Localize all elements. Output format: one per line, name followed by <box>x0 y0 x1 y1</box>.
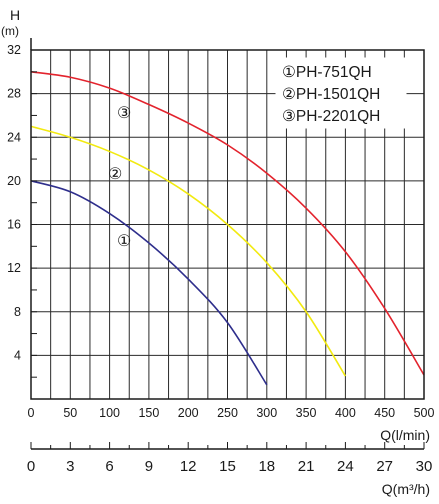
x-tick-label: 200 <box>178 406 199 420</box>
curve-layer <box>30 71 425 386</box>
x-tick-label: 0 <box>28 406 35 420</box>
legend-item-2: ②PH-1501QH <box>282 86 380 103</box>
legend-item-3: ③PH-2201QH <box>282 108 380 125</box>
x-tick-label: 250 <box>217 406 238 420</box>
x-tick-label: 350 <box>296 406 317 420</box>
y-tick-label: 4 <box>14 348 21 362</box>
x-tick-label: 300 <box>256 406 277 420</box>
y-tick-label: 16 <box>7 218 21 232</box>
x-tick-label: 400 <box>335 406 356 420</box>
series-line-3 <box>30 71 425 376</box>
curve-marker-1: ① <box>117 233 131 250</box>
x2-tick-label: 6 <box>105 458 113 475</box>
x2-tick-label: 18 <box>258 458 275 475</box>
legend-item-1: ①PH-751QH <box>282 64 372 81</box>
y-tick-label: 28 <box>7 87 21 101</box>
y-tick-label: 24 <box>7 130 21 144</box>
y-tick-label: 20 <box>7 174 21 188</box>
y-tick-label: 12 <box>7 261 21 275</box>
y-axis-label: H <box>10 7 20 23</box>
y-axis-unit: (m) <box>1 24 19 38</box>
x-tick-label: 50 <box>63 406 77 420</box>
x-tick-label: 500 <box>414 406 435 420</box>
legend: ①PH-751QH ②PH-1501QH ③PH-2201QH <box>275 57 407 129</box>
x2-tick-label: 12 <box>180 458 197 475</box>
x2-tick-label: 30 <box>416 458 433 475</box>
x2-tick-label: 3 <box>66 458 74 475</box>
x2-tick-label: 27 <box>376 458 393 475</box>
x2-tick-label: 0 <box>27 458 35 475</box>
x2-tick-label: 24 <box>337 458 354 475</box>
y-tick-label: 8 <box>14 305 21 319</box>
x-tick-label: 450 <box>374 406 395 420</box>
curve-marker-2: ② <box>108 166 122 183</box>
x-axis-label: Q(l/min) <box>380 427 430 443</box>
x-tick-label: 150 <box>138 406 159 420</box>
x2-tick-label: 15 <box>219 458 236 475</box>
legend-box <box>275 57 407 129</box>
series-line-2 <box>30 125 347 377</box>
series-line-1 <box>30 180 268 386</box>
x2-tick-label: 9 <box>145 458 153 475</box>
curve-marker-3: ③ <box>117 105 131 122</box>
x-tick-label: 100 <box>99 406 120 420</box>
y-tick-label: 32 <box>7 43 21 57</box>
x2-tick-label: 21 <box>298 458 315 475</box>
x-axis-secondary-label: Q(m³/h) <box>382 481 430 497</box>
